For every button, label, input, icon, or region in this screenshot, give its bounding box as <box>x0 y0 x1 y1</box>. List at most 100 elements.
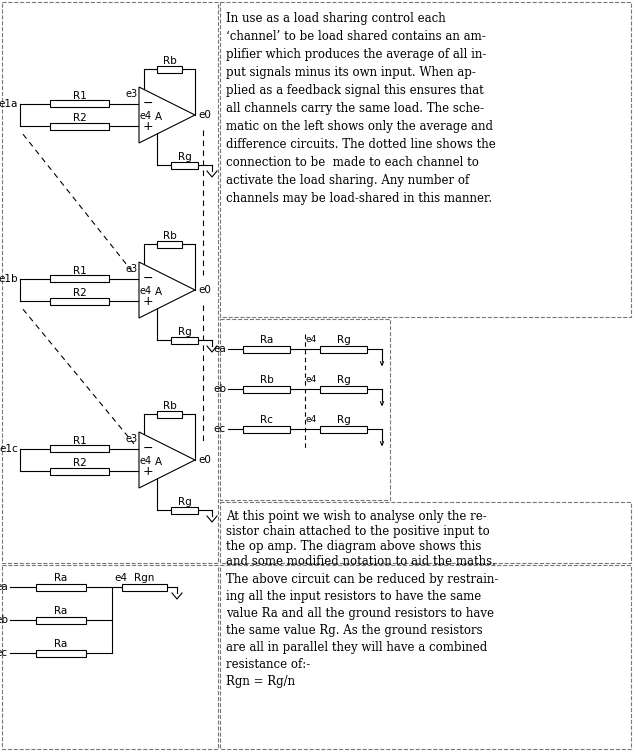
Text: Rg: Rg <box>337 335 351 345</box>
Bar <box>50 122 110 130</box>
Bar <box>320 345 367 352</box>
Text: e3: e3 <box>126 89 138 99</box>
Text: ing all the input resistors to have the same: ing all the input resistors to have the … <box>226 590 481 603</box>
Bar <box>171 506 198 514</box>
Text: Rg: Rg <box>178 497 191 507</box>
Text: R1: R1 <box>73 436 86 446</box>
Text: Rg: Rg <box>178 152 191 162</box>
Text: e3: e3 <box>126 264 138 274</box>
Text: channels may be load-shared in this manner.: channels may be load-shared in this mann… <box>226 192 492 205</box>
Text: eb: eb <box>213 384 226 394</box>
Text: At this point we wish to analyse only the re-: At this point we wish to analyse only th… <box>226 510 487 523</box>
Text: e4: e4 <box>140 111 152 121</box>
Text: R1: R1 <box>73 91 86 101</box>
Bar <box>220 502 631 563</box>
Bar <box>244 345 290 352</box>
Text: value Ra and all the ground resistors to have: value Ra and all the ground resistors to… <box>226 607 494 620</box>
Text: are all in parallel they will have a combined: are all in parallel they will have a com… <box>226 641 487 654</box>
Bar <box>50 101 110 107</box>
Text: Rb: Rb <box>163 56 177 66</box>
Bar <box>244 426 290 433</box>
Bar <box>2 565 218 749</box>
Text: R2: R2 <box>73 288 86 298</box>
Polygon shape <box>139 262 195 318</box>
Text: ea: ea <box>0 582 8 592</box>
Text: +: + <box>142 465 153 478</box>
Text: sistor chain attached to the positive input to: sistor chain attached to the positive in… <box>226 525 490 538</box>
Text: R2: R2 <box>73 113 86 123</box>
Text: e3: e3 <box>126 434 138 444</box>
Text: ‘channel’ to be load shared contains an am-: ‘channel’ to be load shared contains an … <box>226 30 486 43</box>
Text: Rg: Rg <box>337 415 351 425</box>
Polygon shape <box>139 87 195 143</box>
Text: all channels carry the same load. The sche-: all channels carry the same load. The sc… <box>226 102 484 115</box>
Text: ec: ec <box>214 424 226 434</box>
Bar <box>50 468 110 475</box>
Bar <box>50 297 110 305</box>
Bar <box>320 426 367 433</box>
Bar <box>244 385 290 393</box>
Text: −: − <box>143 98 153 110</box>
Text: matic on the left shows only the average and: matic on the left shows only the average… <box>226 120 493 133</box>
Bar <box>157 411 182 418</box>
Bar <box>122 584 167 590</box>
Text: e0: e0 <box>198 455 211 465</box>
Text: plied as a feedback signal this ensures that: plied as a feedback signal this ensures … <box>226 84 484 97</box>
Text: e0: e0 <box>198 110 211 120</box>
Bar <box>36 617 86 623</box>
Text: Rgn: Rgn <box>134 573 154 583</box>
Bar <box>50 276 110 282</box>
Bar <box>2 2 218 563</box>
Text: A: A <box>155 457 162 467</box>
Text: +: + <box>142 119 153 133</box>
Text: −: − <box>143 442 153 455</box>
Text: activate the load sharing. Any number of: activate the load sharing. Any number of <box>226 174 469 187</box>
Text: difference circuits. The dotted line shows the: difference circuits. The dotted line sho… <box>226 138 496 151</box>
Text: e1c: e1c <box>0 444 18 454</box>
Bar <box>171 161 198 168</box>
Text: A: A <box>155 112 162 122</box>
Text: eb: eb <box>0 615 8 625</box>
Text: connection to be  made to each channel to: connection to be made to each channel to <box>226 156 479 169</box>
Text: Rg: Rg <box>178 327 191 337</box>
Text: e4: e4 <box>306 336 317 345</box>
Text: Ra: Ra <box>54 639 68 649</box>
Text: Ra: Ra <box>54 573 68 583</box>
Bar <box>36 650 86 656</box>
Bar <box>220 319 390 500</box>
Text: The above circuit can be reduced by restrain-: The above circuit can be reduced by rest… <box>226 573 498 586</box>
Text: e4: e4 <box>140 286 152 296</box>
Text: e4: e4 <box>306 376 317 385</box>
Text: plifier which produces the average of all in-: plifier which produces the average of al… <box>226 48 486 61</box>
Text: Ra: Ra <box>260 335 273 345</box>
Text: e0: e0 <box>198 285 211 295</box>
Text: e1a: e1a <box>0 99 18 109</box>
Text: R1: R1 <box>73 266 86 276</box>
Bar <box>220 565 631 749</box>
Bar <box>320 385 367 393</box>
Text: e4: e4 <box>114 573 127 583</box>
Bar <box>157 65 182 73</box>
Bar <box>157 240 182 248</box>
Text: Rgn = Rg/n: Rgn = Rg/n <box>226 675 295 688</box>
Text: A: A <box>155 287 162 297</box>
Text: R2: R2 <box>73 458 86 468</box>
Polygon shape <box>139 432 195 488</box>
Text: put signals minus its own input. When ap-: put signals minus its own input. When ap… <box>226 66 476 79</box>
Text: ec: ec <box>0 648 8 658</box>
Bar <box>220 2 631 317</box>
Text: Rb: Rb <box>260 375 273 385</box>
Bar <box>171 336 198 343</box>
Text: In use as a load sharing control each: In use as a load sharing control each <box>226 12 446 25</box>
Text: −: − <box>143 273 153 285</box>
Text: Rb: Rb <box>163 231 177 241</box>
Bar <box>36 584 86 590</box>
Text: Rb: Rb <box>163 401 177 411</box>
Text: resistance of:-: resistance of:- <box>226 658 310 671</box>
Text: Rc: Rc <box>260 415 273 425</box>
Text: +: + <box>142 294 153 308</box>
Text: e4: e4 <box>140 456 152 466</box>
Text: ea: ea <box>213 344 226 354</box>
Text: the same value Rg. As the ground resistors: the same value Rg. As the ground resisto… <box>226 624 482 637</box>
Text: and some modified notation to aid the maths.: and some modified notation to aid the ma… <box>226 555 496 568</box>
